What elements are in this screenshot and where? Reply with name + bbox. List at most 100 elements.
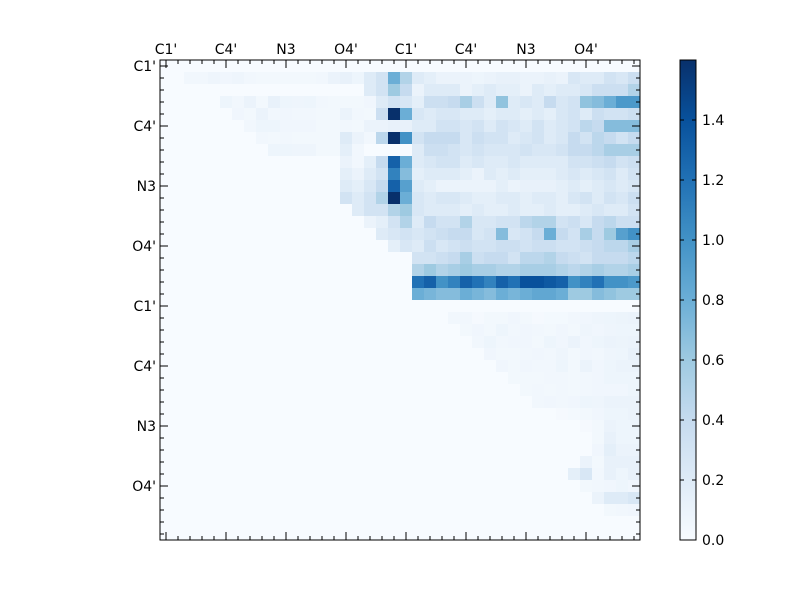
heatmap-cell — [208, 324, 221, 337]
heatmap-cell — [472, 180, 485, 193]
heatmap-cell — [232, 96, 245, 109]
heatmap-cell — [436, 84, 449, 97]
heatmap-cell — [256, 408, 269, 421]
heatmap-cell — [604, 432, 617, 445]
heatmap-cell — [244, 72, 257, 85]
heatmap-cell — [232, 456, 245, 469]
heatmap-cell — [448, 468, 461, 481]
heatmap-cell — [436, 132, 449, 145]
heatmap-cell — [604, 324, 617, 337]
heatmap-cell — [352, 492, 365, 505]
heatmap-cell — [292, 192, 305, 205]
heatmap-cell — [256, 300, 269, 313]
heatmap-cell — [604, 156, 617, 169]
heatmap-cell — [556, 264, 569, 277]
heatmap-cell — [508, 192, 521, 205]
heatmap-cell — [220, 180, 233, 193]
heatmap-cell — [448, 216, 461, 229]
heatmap-cell — [220, 240, 233, 253]
heatmap-cell — [244, 372, 257, 385]
heatmap-cell — [436, 276, 449, 289]
heatmap-cell — [580, 252, 593, 265]
heatmap-cell — [412, 516, 425, 529]
heatmap-cell — [184, 300, 197, 313]
heatmap-cell — [484, 60, 497, 73]
heatmap-cell — [592, 480, 605, 493]
heatmap-cell — [412, 456, 425, 469]
heatmap-cell — [472, 96, 485, 109]
heatmap-cell — [556, 348, 569, 361]
heatmap-cell — [532, 72, 545, 85]
heatmap-cell — [184, 360, 197, 373]
heatmap-cell — [220, 444, 233, 457]
heatmap-cell — [172, 144, 185, 157]
heatmap-cell — [556, 144, 569, 157]
heatmap-cell — [436, 72, 449, 85]
heatmap-cell — [232, 480, 245, 493]
heatmap-cell — [400, 360, 413, 373]
heatmap-cell — [184, 168, 197, 181]
heatmap-cell — [328, 228, 341, 241]
heatmap-cell — [472, 504, 485, 517]
heatmap-cell — [580, 408, 593, 421]
heatmap-cell — [472, 192, 485, 205]
heatmap-cell — [232, 72, 245, 85]
heatmap-cell — [316, 516, 329, 529]
heatmap-cell — [532, 528, 545, 541]
heatmap-cell — [232, 240, 245, 253]
heatmap-cell — [160, 288, 173, 301]
heatmap-cell — [484, 204, 497, 217]
heatmap-cell — [220, 336, 233, 349]
heatmap-cell — [280, 300, 293, 313]
heatmap-cell — [508, 276, 521, 289]
heatmap-cell — [424, 468, 437, 481]
x-tick-label: N3 — [516, 42, 535, 58]
heatmap-cell — [244, 204, 257, 217]
heatmap-cell — [280, 156, 293, 169]
heatmap-cell — [436, 144, 449, 157]
heatmap-cell — [220, 72, 233, 85]
heatmap-cell — [628, 456, 641, 469]
heatmap-cell — [448, 228, 461, 241]
heatmap-cell — [556, 96, 569, 109]
heatmap-cell — [364, 132, 377, 145]
heatmap-cell — [208, 180, 221, 193]
heatmap-cell — [364, 456, 377, 469]
heatmap-cell — [172, 528, 185, 541]
heatmap-cell — [532, 204, 545, 217]
heatmap-cell — [604, 360, 617, 373]
heatmap-cell — [340, 312, 353, 325]
heatmap-cell — [328, 156, 341, 169]
heatmap-cell — [292, 204, 305, 217]
heatmap-cell — [304, 384, 317, 397]
heatmap-cell — [496, 384, 509, 397]
heatmap-cell — [496, 360, 509, 373]
heatmap-cell — [592, 96, 605, 109]
heatmap-cell — [496, 72, 509, 85]
heatmap-cell — [196, 420, 209, 433]
heatmap-cell — [280, 468, 293, 481]
heatmap-cell — [592, 252, 605, 265]
heatmap-cell — [244, 312, 257, 325]
heatmap-cell — [484, 168, 497, 181]
heatmap-cell — [508, 420, 521, 433]
heatmap-cell — [340, 120, 353, 133]
heatmap-cell — [400, 216, 413, 229]
heatmap-cell — [448, 360, 461, 373]
heatmap-cell — [280, 312, 293, 325]
heatmap-cell — [520, 336, 533, 349]
heatmap-cell — [232, 84, 245, 97]
heatmap-cell — [472, 288, 485, 301]
heatmap-cell — [184, 144, 197, 157]
heatmap-cell — [196, 228, 209, 241]
heatmap-cell — [268, 456, 281, 469]
heatmap-cell — [196, 96, 209, 109]
heatmap-cell — [616, 444, 629, 457]
heatmap-cell — [256, 168, 269, 181]
heatmap-cell — [424, 384, 437, 397]
heatmap-cell — [460, 240, 473, 253]
heatmap-cell — [196, 84, 209, 97]
heatmap-cell — [400, 336, 413, 349]
heatmap-cell — [556, 516, 569, 529]
heatmap-cell — [604, 456, 617, 469]
